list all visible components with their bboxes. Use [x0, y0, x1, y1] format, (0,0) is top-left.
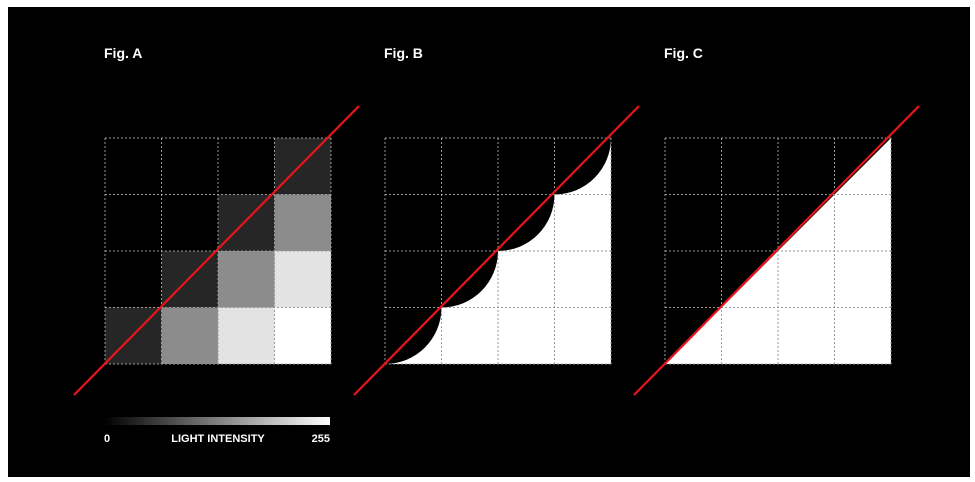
- pixel-cell: [218, 307, 275, 364]
- pixel-cell: [161, 307, 218, 364]
- intensity-max-label: 255: [312, 433, 330, 445]
- fig-c-grid: [664, 137, 892, 365]
- pixel-cell: [274, 138, 331, 195]
- fig-c-title: Fig. C: [664, 45, 703, 61]
- pixel-cell: [218, 194, 275, 251]
- pixel-cell: [274, 307, 331, 364]
- pixel-cell: [218, 251, 275, 308]
- intensity-axis-label: LIGHT INTENSITY: [171, 433, 265, 445]
- fig-a-pixel-cells: [105, 138, 331, 364]
- fig-a-title: Fig. A: [104, 45, 142, 61]
- fig-a-grid: [104, 137, 332, 365]
- intensity-min-label: 0: [104, 433, 110, 445]
- antialiasing-diagram: Fig. A Fig. B Fig. C 0 LIGHT INTENSITY 2…: [73, 45, 920, 445]
- fig-b: Fig. B: [353, 45, 640, 396]
- intensity-scale: 0 LIGHT INTENSITY 255: [104, 417, 330, 445]
- figure-canvas: Fig. A Fig. B Fig. C 0 LIGHT INTENSITY 2…: [8, 7, 970, 477]
- fig-c: Fig. C: [633, 45, 920, 396]
- fig-b-title: Fig. B: [384, 45, 423, 61]
- fig-a-edge-line: [73, 105, 360, 396]
- fig-b-edge-line: [353, 105, 640, 396]
- fig-a: Fig. A: [73, 45, 360, 396]
- fig-c-edge-line: [633, 105, 920, 396]
- pixel-cell: [274, 194, 331, 251]
- pixel-cell: [274, 251, 331, 308]
- intensity-gradient-bar: [104, 417, 330, 425]
- fig-b-grid: [384, 137, 612, 365]
